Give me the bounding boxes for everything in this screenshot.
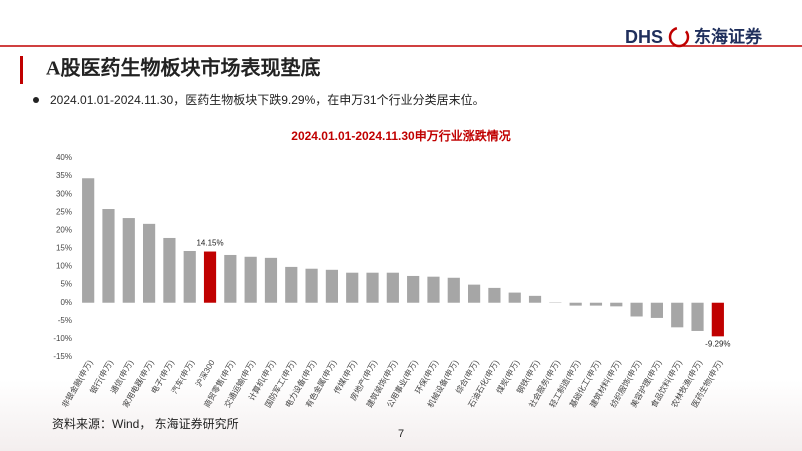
bar bbox=[143, 223, 156, 303]
bullet-dot bbox=[33, 97, 39, 103]
bar bbox=[203, 251, 217, 303]
bar bbox=[468, 284, 481, 303]
value-label: -9.29% bbox=[705, 339, 730, 348]
y-tick-label: 15% bbox=[56, 244, 72, 253]
bar bbox=[264, 257, 278, 303]
bar bbox=[122, 218, 135, 303]
bar bbox=[630, 302, 643, 317]
bar bbox=[589, 302, 603, 306]
y-tick-label: 35% bbox=[56, 171, 72, 180]
chart-title: 2024.01.01-2024.11.30申万行业涨跌情况 bbox=[291, 128, 510, 143]
bar bbox=[244, 256, 257, 303]
bar bbox=[508, 292, 521, 303]
plot-area: -15%-10%-5%0%5%10%15%20%25%30%35%40%非银金融… bbox=[53, 153, 730, 409]
y-tick-label: 25% bbox=[56, 207, 72, 216]
y-tick-label: -15% bbox=[53, 352, 72, 361]
bar bbox=[82, 178, 95, 303]
bar bbox=[183, 250, 196, 303]
bar bbox=[447, 277, 460, 303]
y-tick-label: 10% bbox=[56, 262, 72, 271]
bar bbox=[224, 254, 237, 303]
bar bbox=[102, 209, 115, 303]
footer-background bbox=[0, 380, 802, 451]
bar bbox=[671, 302, 684, 328]
bar bbox=[346, 272, 359, 303]
y-tick-label: 40% bbox=[56, 153, 72, 162]
bar bbox=[325, 269, 338, 303]
bar bbox=[285, 266, 298, 303]
bar bbox=[305, 268, 318, 303]
y-tick-label: -5% bbox=[58, 316, 72, 325]
y-tick-label: -10% bbox=[53, 334, 72, 343]
bar bbox=[386, 272, 399, 303]
bar bbox=[163, 237, 176, 303]
bar bbox=[366, 272, 379, 303]
bar bbox=[427, 276, 440, 303]
y-tick-label: 0% bbox=[60, 298, 72, 307]
source-note: 资料来源：Wind， 东海证券研究所 bbox=[52, 416, 239, 431]
logo-icon bbox=[668, 26, 690, 48]
logo-cn: 东海证券 bbox=[694, 26, 763, 46]
value-label: 14.15% bbox=[196, 239, 223, 248]
bar bbox=[528, 295, 542, 303]
bar bbox=[691, 302, 704, 331]
bullet-text: 2024.01.01-2024.11.30，医药生物板块下跌9.29%，在申万3… bbox=[50, 92, 485, 107]
y-tick-label: 5% bbox=[60, 280, 72, 289]
logo-latin: DHS bbox=[625, 27, 663, 47]
title-marker bbox=[20, 56, 23, 84]
page-number: 7 bbox=[398, 428, 404, 440]
bar bbox=[407, 275, 420, 303]
slide-title: A股医药生物板块市场表现垫底 bbox=[46, 56, 320, 80]
y-tick-label: 30% bbox=[56, 189, 72, 198]
bar bbox=[711, 302, 724, 337]
bar bbox=[650, 302, 663, 318]
bar bbox=[610, 302, 623, 307]
bar bbox=[569, 302, 582, 306]
y-tick-label: 20% bbox=[56, 225, 72, 234]
bar bbox=[488, 287, 501, 303]
